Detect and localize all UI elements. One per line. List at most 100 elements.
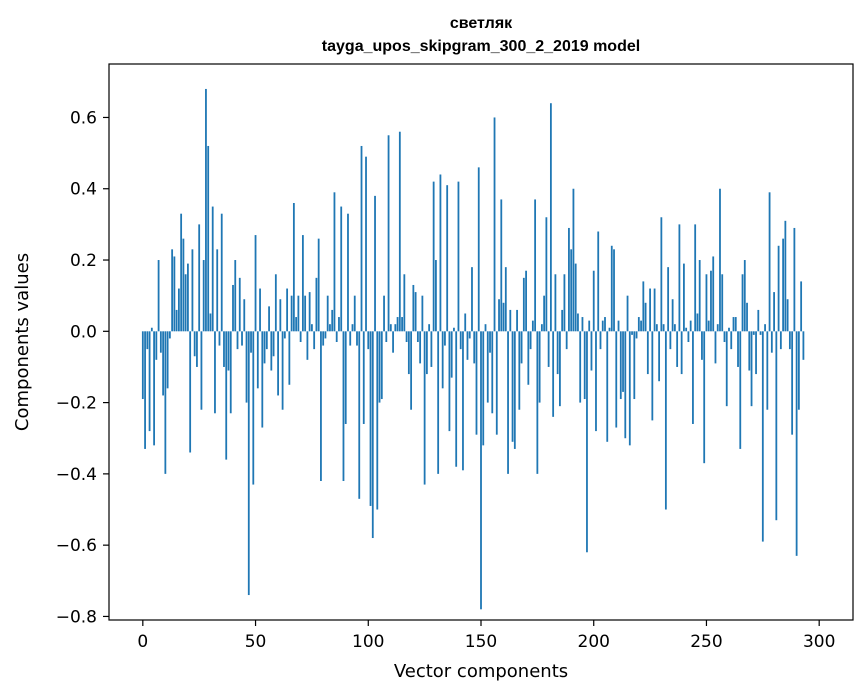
bar-246 — [696, 313, 699, 332]
bar-80 — [322, 331, 325, 346]
bar-221 — [640, 320, 642, 332]
bar-163 — [509, 309, 512, 332]
bar-16 — [177, 288, 180, 332]
bar-39 — [229, 331, 232, 414]
bar-100 — [367, 331, 370, 350]
bar-257 — [721, 274, 724, 332]
bar-213 — [622, 331, 624, 392]
bar-127 — [428, 324, 431, 332]
bar-18 — [182, 238, 185, 332]
bar-110 — [389, 324, 392, 332]
bar-155 — [491, 331, 494, 414]
bar-24 — [196, 331, 198, 367]
x-axis-label: Vector components — [394, 661, 568, 682]
y-tick-label: −0.4 — [56, 465, 97, 485]
bar-29 — [207, 145, 210, 332]
bar-94 — [353, 295, 356, 332]
bar-218 — [633, 331, 636, 400]
bar-136 — [448, 331, 451, 432]
y-tick-label: −0.8 — [56, 607, 97, 627]
bar-2 — [146, 331, 149, 350]
bar-143 — [464, 313, 467, 332]
bar-181 — [549, 103, 552, 332]
bar-146 — [471, 267, 473, 332]
bar-135 — [446, 185, 449, 332]
bar-234 — [669, 331, 672, 350]
bar-14 — [173, 256, 176, 332]
bar-173 — [531, 320, 534, 332]
bar-269 — [748, 331, 751, 371]
bar-45 — [243, 299, 246, 332]
bar-283 — [779, 331, 782, 350]
bar-249 — [703, 331, 706, 464]
bar-159 — [500, 199, 503, 332]
bar-54 — [263, 331, 266, 364]
bar-226 — [651, 331, 654, 421]
bar-20 — [187, 263, 189, 332]
bar-204 — [601, 320, 604, 332]
bar-91 — [347, 213, 349, 332]
bar-263 — [734, 317, 737, 332]
bar-9 — [162, 331, 165, 396]
bar-8 — [159, 331, 162, 353]
bar-216 — [628, 331, 631, 446]
bar-227 — [653, 288, 656, 332]
bar-68 — [295, 317, 298, 332]
x-tick-label: 250 — [690, 632, 722, 652]
bar-160 — [502, 302, 505, 332]
bar-128 — [430, 331, 433, 367]
bar-3 — [148, 331, 151, 432]
bar-150 — [480, 331, 482, 610]
bar-78 — [317, 238, 320, 332]
bar-271 — [752, 331, 755, 335]
bar-194 — [579, 331, 582, 403]
bar-268 — [746, 302, 748, 332]
bar-13 — [171, 249, 174, 332]
bar-273 — [757, 309, 760, 332]
bar-199 — [590, 331, 593, 371]
y-tick-label: 0.2 — [70, 251, 97, 271]
bar-62 — [281, 331, 284, 410]
bar-116 — [403, 274, 406, 332]
bar-239 — [680, 331, 683, 375]
bar-237 — [676, 331, 679, 367]
bar-188 — [565, 331, 568, 350]
bar-209 — [613, 249, 615, 332]
bar-97 — [360, 145, 363, 332]
bar-245 — [694, 224, 697, 332]
bar-0 — [141, 331, 144, 400]
bar-129 — [432, 181, 435, 332]
bar-174 — [534, 199, 537, 332]
bar-224 — [646, 331, 649, 375]
bar-101 — [369, 331, 372, 506]
bar-172 — [529, 331, 532, 350]
bar-238 — [678, 224, 681, 332]
bar-260 — [728, 327, 730, 332]
bar-148 — [475, 331, 478, 435]
bar-247 — [698, 260, 701, 332]
bar-272 — [755, 331, 757, 375]
bar-72 — [304, 295, 307, 332]
bar-212 — [619, 331, 622, 400]
bar-259 — [725, 331, 728, 407]
bar-106 — [380, 331, 383, 400]
bar-131 — [437, 331, 440, 474]
bar-38 — [227, 331, 230, 371]
bar-290 — [795, 331, 798, 556]
x-tick-label: 0 — [137, 632, 148, 652]
bar-229 — [658, 331, 661, 382]
bar-281 — [775, 331, 778, 521]
bar-69 — [297, 295, 300, 332]
bar-134 — [444, 331, 446, 346]
bar-198 — [588, 320, 591, 332]
bar-285 — [784, 220, 787, 332]
x-tick-label: 150 — [465, 632, 497, 652]
bar-107 — [383, 295, 385, 332]
bar-86 — [335, 331, 338, 342]
bar-46 — [245, 331, 248, 403]
bar-287 — [788, 331, 791, 350]
bar-202 — [597, 231, 600, 332]
bar-193 — [577, 313, 579, 332]
